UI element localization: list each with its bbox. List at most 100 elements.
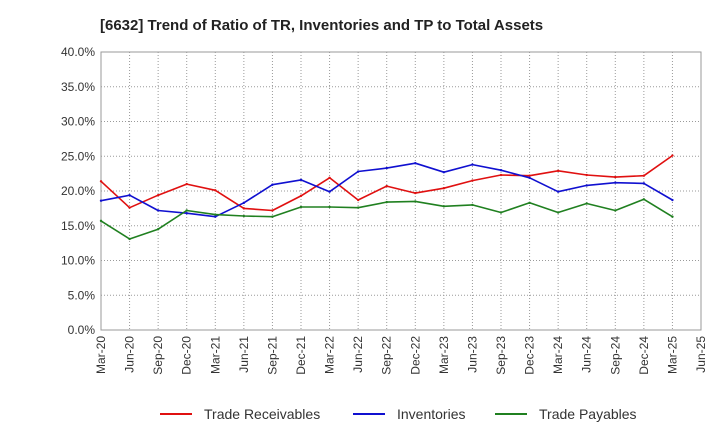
data-point — [99, 199, 103, 202]
x-tick-label: Dec-23 — [523, 336, 537, 375]
x-tick-label: Mar-23 — [437, 336, 451, 374]
data-point — [185, 182, 188, 186]
x-tick-label: Sep-24 — [608, 336, 622, 375]
data-point — [471, 179, 474, 182]
data-point — [556, 169, 560, 173]
data-point — [242, 201, 246, 205]
data-point — [499, 168, 503, 172]
data-point — [299, 205, 303, 209]
data-point — [642, 182, 646, 185]
data-point — [271, 209, 274, 212]
series-layer — [99, 154, 674, 241]
data-point — [499, 211, 503, 214]
data-point — [128, 193, 131, 197]
y-tick-label: 40.0% — [61, 45, 95, 59]
data-point — [385, 166, 388, 170]
y-tick-label: 10.0% — [61, 254, 95, 268]
data-point — [556, 190, 560, 193]
data-point — [385, 184, 388, 188]
x-tick-label: Mar-25 — [665, 336, 679, 374]
data-point — [299, 178, 303, 182]
grid-lines — [100, 51, 702, 331]
x-tick-label: Dec-20 — [180, 336, 194, 375]
x-axis: Mar-20 Jun-20 Sep-20 Dec-20 Mar-21 Jun-21 Sep-… — [94, 336, 708, 375]
data-point — [442, 171, 446, 174]
data-point — [242, 214, 246, 218]
data-point — [414, 162, 417, 165]
x-tick-label: Mar-20 — [94, 336, 108, 374]
data-point — [671, 215, 674, 218]
y-axis: 0.0% 5.0% 10.0% 15.0% 20.0% 25.0% 30.0% 35.0% 40… — [61, 45, 95, 337]
x-tick-label: Sep-21 — [265, 336, 279, 375]
data-point — [614, 209, 617, 212]
legend: Trade Receivables Inventories Trade Payabl… — [160, 406, 637, 422]
data-point — [385, 200, 388, 204]
x-tick-label: Mar-24 — [551, 336, 565, 374]
data-point — [528, 176, 531, 179]
x-tick-label: Jun-23 — [465, 336, 479, 373]
y-tick-label: 5.0% — [68, 288, 96, 302]
data-point — [528, 174, 531, 177]
x-tick-label: Jun-22 — [351, 336, 365, 373]
data-point — [356, 170, 360, 173]
data-point — [156, 193, 160, 197]
data-point — [642, 198, 646, 201]
x-tick-label: Dec-21 — [294, 336, 308, 375]
data-point — [271, 183, 274, 186]
data-point — [414, 200, 417, 203]
chart-title: [6632] Trend of Ratio of TR, Inventories… — [100, 17, 543, 34]
data-point — [185, 212, 188, 215]
y-tick-label: 25.0% — [61, 149, 95, 163]
x-tick-label: Sep-22 — [380, 336, 394, 375]
legend-label: Trade Payables — [539, 406, 637, 422]
x-tick-label: Sep-23 — [494, 336, 508, 375]
data-point — [585, 202, 588, 205]
data-point — [356, 206, 360, 209]
data-point — [671, 154, 674, 157]
data-point — [642, 174, 646, 177]
data-point — [328, 190, 331, 193]
data-point — [471, 203, 474, 207]
x-tick-label: Jun-21 — [237, 336, 251, 373]
data-point — [242, 207, 246, 210]
data-point — [442, 205, 446, 208]
data-point — [128, 237, 131, 241]
x-tick-label: Jun-20 — [123, 336, 137, 373]
data-point — [528, 201, 531, 205]
data-point — [128, 206, 131, 209]
x-tick-label: Sep-20 — [151, 336, 165, 375]
data-point — [328, 205, 331, 209]
data-point — [414, 191, 417, 195]
y-tick-label: 15.0% — [61, 219, 95, 233]
y-tick-label: 0.0% — [68, 323, 96, 337]
data-point — [356, 198, 360, 202]
data-point — [99, 219, 103, 223]
data-point — [185, 209, 188, 212]
x-tick-label: Mar-21 — [208, 336, 222, 374]
x-tick-label: Jun-25 — [694, 336, 708, 373]
data-point — [299, 194, 303, 198]
data-point — [556, 211, 560, 214]
data-point — [614, 181, 617, 184]
y-tick-label: 35.0% — [61, 80, 95, 94]
x-tick-label: Dec-22 — [408, 336, 422, 375]
data-point — [99, 180, 103, 183]
legend-label: Inventories — [397, 406, 465, 422]
data-point — [271, 215, 274, 218]
data-point — [585, 173, 588, 177]
data-point — [214, 213, 217, 216]
data-point — [585, 184, 588, 187]
x-tick-label: Dec-24 — [637, 336, 651, 375]
data-point — [328, 176, 331, 179]
data-point — [214, 215, 217, 218]
data-point — [671, 198, 674, 202]
data-point — [499, 173, 503, 177]
data-point — [214, 189, 217, 192]
data-point — [614, 175, 617, 179]
legend-label: Trade Receivables — [204, 406, 320, 422]
x-tick-label: Jun-24 — [580, 336, 594, 373]
data-point — [156, 228, 160, 231]
data-point — [442, 187, 446, 190]
y-tick-label: 20.0% — [61, 184, 95, 198]
